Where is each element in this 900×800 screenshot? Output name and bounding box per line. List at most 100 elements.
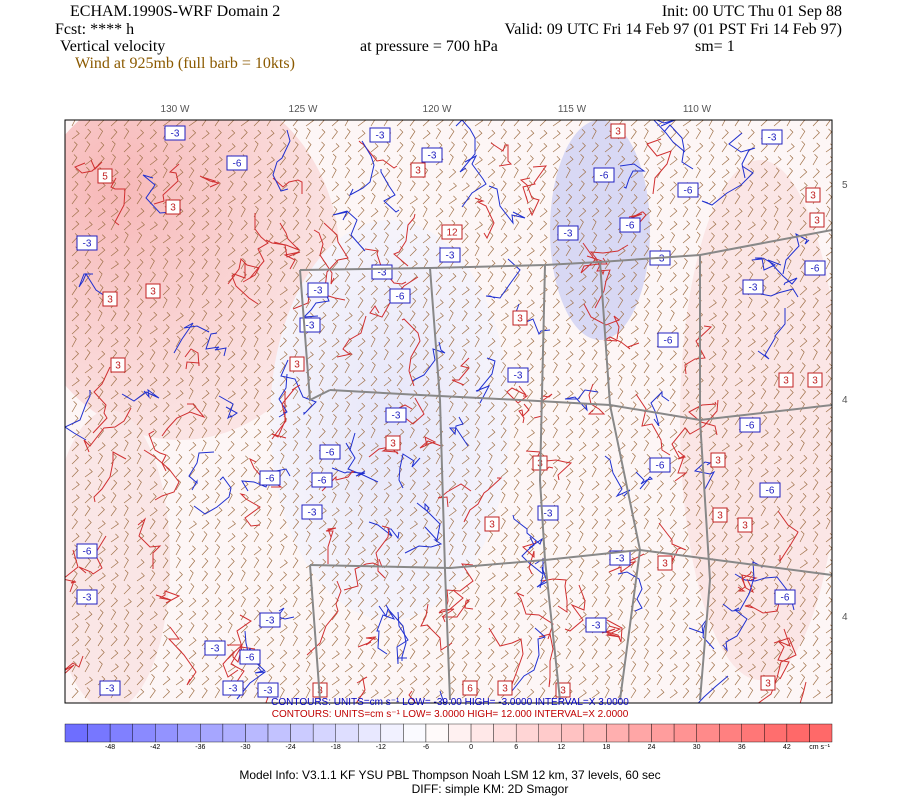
wind-barb bbox=[110, 533, 119, 543]
wind-barb bbox=[565, 299, 574, 309]
wind-barb bbox=[461, 661, 468, 673]
wind-barb bbox=[630, 311, 638, 322]
wind-barb bbox=[188, 374, 194, 387]
contour-line bbox=[601, 619, 623, 643]
wind-barb bbox=[526, 429, 535, 439]
wind-barb bbox=[682, 245, 690, 257]
wind-barb bbox=[656, 363, 664, 374]
wind-barb bbox=[513, 338, 522, 348]
wind-barb bbox=[227, 584, 235, 595]
contour-label-box bbox=[807, 372, 823, 388]
wind-barb bbox=[266, 168, 274, 179]
contour-label: -3 bbox=[83, 593, 92, 604]
wind-barb bbox=[825, 506, 832, 517]
wind-barb bbox=[201, 439, 207, 452]
wind-barb bbox=[110, 140, 116, 153]
wind-barb bbox=[747, 312, 756, 322]
wind-barb bbox=[565, 143, 574, 153]
wind-barb bbox=[799, 348, 805, 361]
wind-barb bbox=[422, 323, 429, 335]
wind-barb bbox=[578, 273, 587, 283]
wind-barb bbox=[734, 259, 743, 270]
wind-barb bbox=[682, 312, 691, 322]
wind-barb bbox=[474, 285, 483, 296]
contour-label-box bbox=[774, 589, 796, 605]
wind-barb bbox=[123, 194, 132, 205]
wind-barb bbox=[279, 543, 285, 556]
wind-barb bbox=[526, 155, 534, 166]
wind-barb bbox=[552, 597, 561, 608]
colorbar-cell bbox=[425, 723, 449, 743]
wind-barb bbox=[747, 492, 754, 504]
wind-barb bbox=[604, 649, 613, 660]
contour-line bbox=[455, 120, 476, 173]
wind-barb bbox=[97, 572, 106, 582]
wind-barb bbox=[71, 400, 78, 413]
wind-barb bbox=[669, 363, 678, 374]
colorbar-cell bbox=[719, 723, 742, 743]
wind-barb bbox=[97, 246, 106, 257]
wind-barb bbox=[110, 622, 118, 634]
contour-line bbox=[617, 571, 643, 612]
wind-barb bbox=[162, 154, 170, 166]
wind-barb bbox=[214, 349, 221, 361]
wind-barb bbox=[123, 635, 130, 647]
wind-barb bbox=[773, 427, 781, 439]
wind-barb bbox=[214, 194, 222, 205]
forecast-hour: Fcst: **** h bbox=[55, 21, 134, 38]
wind-barb bbox=[409, 389, 418, 400]
wind-barb bbox=[461, 324, 470, 335]
wind-barb bbox=[370, 232, 377, 244]
contour-label: 3 bbox=[489, 520, 495, 531]
contour-label: -6 bbox=[83, 547, 92, 558]
wind-barb bbox=[578, 491, 584, 504]
contour-label: -3 bbox=[229, 684, 238, 695]
wind-barb bbox=[396, 375, 403, 387]
wind-barb bbox=[305, 205, 311, 218]
wind-barb bbox=[396, 141, 404, 153]
wind-barb bbox=[708, 284, 716, 296]
wind-barb bbox=[591, 648, 598, 660]
wind-barb bbox=[409, 297, 417, 309]
wind-barb bbox=[617, 388, 624, 400]
contour-label: 3 bbox=[717, 511, 723, 522]
wind-barb bbox=[149, 415, 158, 426]
wind-barb bbox=[279, 337, 287, 348]
wind-barb bbox=[786, 481, 795, 491]
wind-barb bbox=[487, 284, 495, 296]
contour-label-box bbox=[289, 356, 305, 372]
wind-barb bbox=[474, 440, 481, 452]
wind-barb bbox=[513, 519, 521, 530]
wind-barb bbox=[422, 427, 430, 439]
wind-barb bbox=[240, 428, 248, 439]
wind-barb bbox=[292, 505, 299, 517]
wind-barb bbox=[708, 336, 715, 348]
wind-barb bbox=[123, 454, 132, 465]
contour-label-box bbox=[619, 217, 641, 233]
wind-barb bbox=[643, 322, 649, 335]
contour-line bbox=[273, 241, 301, 270]
wind-barb bbox=[669, 635, 677, 647]
wind-barb bbox=[552, 543, 558, 556]
wind-barb bbox=[760, 636, 768, 647]
wind-barb bbox=[201, 414, 208, 426]
wind-barb bbox=[461, 286, 470, 296]
wind-barb bbox=[318, 128, 326, 140]
wind-barb bbox=[773, 558, 782, 569]
contour-line bbox=[396, 611, 409, 665]
wind-barb bbox=[71, 454, 79, 465]
wind-barb bbox=[812, 595, 818, 608]
wind-barb bbox=[422, 416, 431, 426]
wind-barb bbox=[500, 271, 507, 283]
wind-barb bbox=[708, 413, 714, 426]
wind-barb bbox=[825, 454, 832, 465]
wind-barb bbox=[617, 636, 626, 647]
wind-barb bbox=[175, 154, 183, 166]
wind-barb bbox=[682, 557, 689, 569]
contour-label-box bbox=[259, 470, 281, 486]
wind-barb bbox=[682, 206, 689, 218]
wind-barb bbox=[279, 428, 288, 439]
wind-barb bbox=[123, 324, 131, 335]
wind-barb bbox=[305, 493, 314, 504]
wind-barb bbox=[357, 634, 363, 647]
